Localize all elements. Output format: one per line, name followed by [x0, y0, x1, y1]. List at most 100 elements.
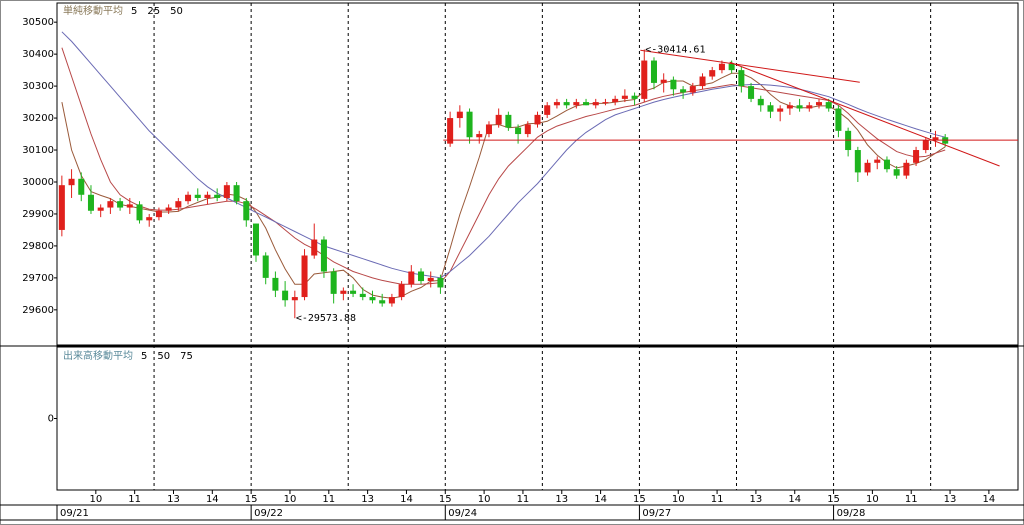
- candle-body: [767, 105, 774, 112]
- candle-body: [505, 114, 512, 128]
- candle-body: [466, 111, 473, 138]
- candle-body: [757, 98, 764, 106]
- x-tick-label: 15: [633, 494, 646, 505]
- date-label: 09/22: [254, 508, 283, 519]
- candle-body: [223, 185, 230, 198]
- candle-body: [408, 271, 415, 285]
- candle-body: [476, 134, 483, 138]
- candle-body: [922, 140, 929, 151]
- volume-legend-title: 出来高移動平均: [63, 349, 133, 362]
- date-label: 09/27: [642, 508, 671, 519]
- trend-line: [729, 61, 1000, 167]
- price-annotation: <-29573.88: [296, 313, 356, 324]
- candle-body: [272, 277, 279, 291]
- date-label: 09/24: [448, 508, 477, 519]
- y-tick-label: 29700: [22, 273, 54, 284]
- candle-body: [447, 118, 454, 144]
- candle-body: [583, 102, 590, 106]
- candle-body: [243, 201, 250, 221]
- legend-entry: 5: [131, 6, 137, 17]
- candle-body: [650, 60, 657, 83]
- candle-body: [689, 86, 696, 93]
- x-tick-label: 14: [983, 494, 996, 505]
- candle-body: [563, 102, 570, 106]
- x-tick-label: 13: [167, 494, 180, 505]
- candle-body: [534, 114, 541, 125]
- candle-body: [301, 255, 308, 298]
- candle-body: [437, 277, 444, 288]
- candle-body: [388, 297, 395, 304]
- x-tick-label: 10: [89, 494, 102, 505]
- candle-body: [311, 239, 318, 256]
- candle-body: [78, 178, 85, 195]
- candle-body: [709, 70, 716, 77]
- candle-body: [815, 102, 823, 106]
- candle-body: [427, 277, 434, 282]
- y-tick-label: 29900: [22, 209, 54, 220]
- date-label: 09/28: [837, 508, 866, 519]
- candle-body: [214, 194, 221, 198]
- candle-body: [631, 95, 638, 99]
- x-tick-label: 13: [361, 494, 374, 505]
- candle-body: [796, 105, 803, 109]
- date-label: 09/21: [60, 508, 89, 519]
- candle-body: [718, 63, 725, 71]
- candle-body: [262, 255, 269, 278]
- y-tick-label: 29600: [22, 305, 54, 316]
- candle-body: [418, 271, 425, 282]
- candle-body: [699, 76, 706, 87]
- legend-entry: 25: [147, 6, 160, 17]
- candle-body: [825, 102, 832, 109]
- candle-body: [874, 159, 881, 163]
- candle-body: [854, 150, 861, 173]
- x-tick-label: 10: [478, 494, 491, 505]
- y-tick-label: 30500: [22, 17, 54, 28]
- legend-title: 単純移動平均: [63, 4, 123, 17]
- legend-entry: 75: [180, 351, 193, 362]
- candle-body: [252, 223, 260, 256]
- candle-body: [291, 297, 298, 301]
- candle-body: [612, 98, 619, 103]
- candle-body: [175, 201, 182, 208]
- x-tick-label: 14: [594, 494, 607, 505]
- candle-body: [146, 217, 153, 221]
- x-tick-label: 11: [905, 494, 918, 505]
- legend-entry: 5: [141, 351, 147, 362]
- candle-body: [58, 185, 65, 230]
- candle-body: [340, 290, 347, 294]
- candle-body: [670, 79, 677, 90]
- candle-body: [87, 194, 94, 211]
- x-tick-label: 14: [400, 494, 413, 505]
- candle-body: [544, 105, 551, 115]
- candle-body: [233, 185, 240, 202]
- candle-body: [136, 204, 143, 221]
- x-tick-label: 15: [245, 494, 258, 505]
- x-tick-label: 15: [439, 494, 452, 505]
- x-tick-label: 13: [944, 494, 957, 505]
- candle-body: [97, 207, 104, 211]
- y-tick-label: 30200: [22, 113, 54, 124]
- candle-body: [893, 169, 900, 176]
- candle-body: [185, 194, 192, 202]
- candle-body: [680, 89, 687, 93]
- candle-body: [68, 178, 75, 186]
- candle-body: [660, 79, 667, 83]
- candle-body: [165, 207, 172, 211]
- x-tick-label: 11: [322, 494, 335, 505]
- price-annotation: <-30414.61: [645, 44, 705, 55]
- candle-body: [398, 284, 405, 298]
- candle-body: [573, 102, 580, 106]
- x-tick-label: 15: [827, 494, 840, 505]
- x-tick-label: 11: [128, 494, 141, 505]
- y-tick-label: 30100: [22, 145, 54, 156]
- candle-body: [194, 194, 201, 198]
- candle-body: [456, 111, 463, 119]
- candle-body: [515, 127, 522, 135]
- candle-body: [913, 150, 920, 163]
- candle-body: [883, 159, 890, 170]
- x-tick-label: 14: [206, 494, 219, 505]
- candle-body: [350, 290, 357, 294]
- x-tick-label: 11: [711, 494, 724, 505]
